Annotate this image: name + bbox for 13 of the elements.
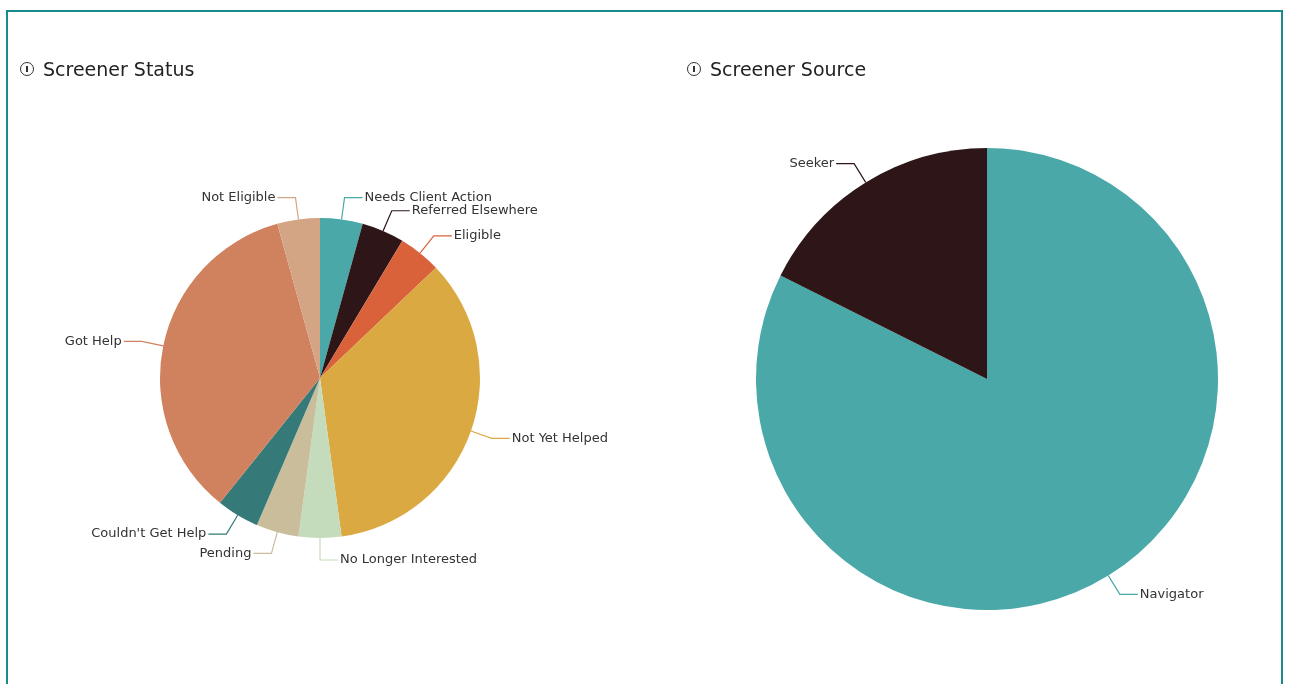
chart-title: Screener Status	[43, 58, 195, 80]
slice-label: No Longer Interested	[340, 551, 478, 567]
slice-label: Navigator	[1139, 585, 1205, 601]
chart-title: Screener Source	[710, 58, 867, 80]
slice-label: Eligible	[453, 227, 501, 243]
slice-label: Pending	[199, 544, 252, 560]
slice-label: Referred Elsewhere	[411, 202, 538, 218]
slice-label: Needs Client Action	[364, 189, 492, 205]
slice-label: Seeker	[789, 155, 835, 171]
slice-label: Not Eligible	[201, 189, 276, 205]
slice-label: Not Yet Helped	[511, 429, 608, 445]
slice-label: Got Help	[64, 332, 122, 348]
slice-label: Couldn't Get Help	[91, 525, 207, 541]
